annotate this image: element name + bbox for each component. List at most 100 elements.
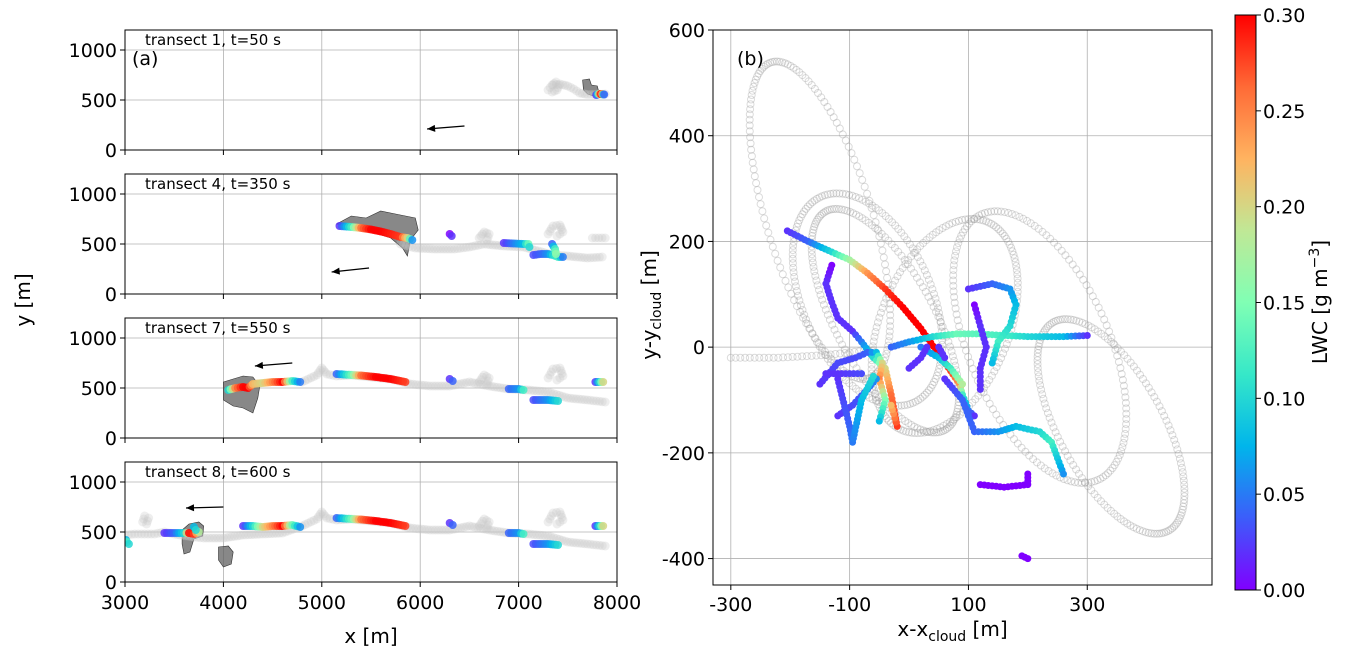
inactive-track-point [876,239,885,248]
inactive-track-point [812,194,821,203]
inactive-track-point [396,239,405,249]
inactive-track-point [210,533,220,543]
inactive-track-point [871,224,880,232]
inactive-track-point [884,416,893,425]
inactive-track-point [951,413,960,422]
inactive-track-point [275,528,285,538]
inactive-track-point [438,244,448,254]
inactive-track-point [545,83,555,92]
inactive-track-point [571,252,581,262]
inactive-track-point [795,216,804,225]
inactive-track-point [434,525,443,535]
inactive-track-point [258,529,268,539]
inactive-track-point [1090,477,1099,486]
inactive-track-point [747,152,756,161]
inactive-track-point [960,225,969,234]
inactive-track-point [484,229,494,239]
inactive-track-point [949,415,958,424]
active-track [591,522,608,530]
inactive-track-point [1000,232,1009,240]
inactive-track-point [867,221,876,230]
inactive-track-point [814,213,823,222]
inactive-track-point [774,353,783,362]
inactive-track-point [476,240,486,250]
inactive-track-point [1119,381,1128,390]
inactive-track-point [995,415,1004,424]
inactive-track-point [871,218,880,227]
inactive-track-point [783,353,792,362]
inactive-track-point [824,351,833,360]
inactive-track-point [1013,278,1022,287]
inactive-track-point [955,322,964,331]
inactive-track-point [459,522,469,532]
inactive-track-point [1042,231,1051,240]
inactive-track [587,233,610,243]
inactive-track-point [1050,238,1059,247]
inactive-track-point [1116,364,1125,372]
inactive-track-point [916,428,925,437]
inactive-track-point [949,281,958,290]
inactive-track-point [953,404,962,413]
inactive-track-point [951,251,960,260]
inactive-track-point [1009,250,1018,259]
inactive-track-point [746,105,755,114]
inactive-track-point [800,310,809,319]
inactive-track-point [591,233,601,243]
inactive-track-point [1122,409,1131,418]
inactive-track-point [788,254,797,263]
inactive-track-point [1144,528,1153,537]
inactive-track-point [894,225,903,233]
inactive-track-point [945,220,954,229]
inactive-track-point [853,162,861,171]
inactive-track-point [936,427,945,436]
inactive-track-point [781,276,790,285]
inactive-track-point [726,353,735,362]
inactive-track-point [965,219,973,228]
inactive-track-point [871,203,880,212]
inactive-track-point [905,428,913,437]
inactive-track-point [408,523,418,533]
inactive-track-point [479,370,489,380]
inactive-track-point [989,405,997,414]
inactive-track-point [474,377,484,387]
inactive-track-point [847,149,856,158]
inactive-track-point [941,222,950,231]
inactive-track-point [948,352,957,361]
inactive-track-point [456,379,466,389]
inactive-track-point [1025,451,1034,460]
inactive-track-point [1160,528,1168,537]
inactive-track-point [793,302,801,311]
inactive-track-point [817,210,826,219]
inactive-track-point [467,241,477,251]
inactive-track-point [1152,529,1161,538]
inactive-track-point [461,242,471,252]
inactive-track-point [949,271,958,280]
inactive-track-point [903,400,912,409]
inactive-track-point [1162,416,1171,425]
inactive-track-point [935,308,943,317]
inactive-track-point [1174,450,1183,458]
inactive-track-point [1051,317,1060,325]
inactive-track-point [427,244,437,254]
inactive-track-point [1100,332,1109,341]
inactive-track-point [597,397,607,407]
inactive-track-point [886,316,895,325]
inactive-track-point [1112,457,1121,466]
track-point [599,522,608,530]
inactive-track-point [868,395,877,404]
inactive-track-point [1002,234,1011,243]
inactive-track-point [813,215,822,224]
inactive-track-point [320,367,330,377]
inactive-track-point [786,62,795,70]
inactive-track-point [1039,394,1048,403]
inactive-track-point [529,386,539,396]
inactive-track-point [560,536,570,546]
inactive-track-point [870,389,879,398]
inactive-track-point [985,375,994,384]
inactive-track-point [827,205,836,214]
inactive-track-point [922,427,930,436]
inactive-track-point [563,393,573,403]
inactive-track-point [790,272,799,281]
x-tick-label: 4000 [199,592,247,614]
